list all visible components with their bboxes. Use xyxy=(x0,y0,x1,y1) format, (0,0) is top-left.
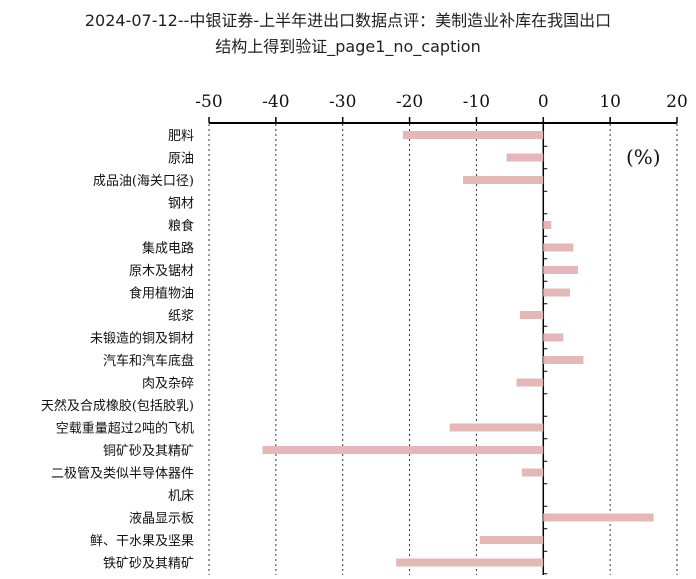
category-label: 空载重量超过2吨的飞机 xyxy=(56,421,194,437)
category-label: 粮食 xyxy=(168,218,194,234)
bars xyxy=(262,131,654,567)
x-tick-label: -10 xyxy=(463,92,490,112)
category-label: 纸浆 xyxy=(168,309,194,324)
category-label: 未锻造的铜及铜材 xyxy=(90,331,194,347)
bar xyxy=(402,131,544,139)
bar xyxy=(543,266,579,274)
bar xyxy=(516,378,544,387)
bar xyxy=(521,468,544,477)
bar xyxy=(519,311,544,319)
category-label: 铜矿砂及其精矿 xyxy=(103,444,194,459)
bar xyxy=(543,356,584,364)
bar xyxy=(543,513,654,522)
category-label: 机床 xyxy=(168,489,194,504)
bar xyxy=(262,446,544,454)
bar xyxy=(463,176,544,184)
chart-title: 2024-07-12--中银证券-上半年进出口数据点评：美制造业补库在我国出口 … xyxy=(0,8,696,60)
category-label: 汽车和汽车底盘 xyxy=(103,353,194,369)
category-label: 肥料 xyxy=(168,129,194,144)
bar xyxy=(506,153,544,162)
bar xyxy=(543,243,574,252)
category-label: 集成电路 xyxy=(142,241,194,257)
category-label: 肉及杂碎 xyxy=(142,377,194,392)
x-tick-label: 20 xyxy=(666,92,688,112)
bar xyxy=(543,221,552,229)
chart-title-line1: 2024-07-12--中银证券-上半年进出口数据点评：美制造业补库在我国出口 xyxy=(84,11,612,30)
category-label: 天然及合成橡胶(包括胶乳) xyxy=(41,398,194,414)
bar xyxy=(396,558,544,567)
bar xyxy=(479,536,544,544)
category-label: 成品油(海关口径) xyxy=(93,174,194,189)
bar xyxy=(543,333,564,342)
unit-label: (%) xyxy=(626,145,661,169)
grid-lines xyxy=(208,124,678,575)
category-label: 液晶显示板 xyxy=(129,512,194,527)
category-label: 原油 xyxy=(168,152,194,167)
bar xyxy=(449,423,544,432)
x-tick-label: -50 xyxy=(195,92,222,112)
bar xyxy=(543,288,571,297)
category-label: 食用植物油 xyxy=(129,286,194,302)
category-label: 铁矿砂及其精矿 xyxy=(103,557,194,572)
category-label: 原木及锯材 xyxy=(129,264,194,279)
x-tick-label: 10 xyxy=(599,92,621,112)
axes: -50 -40 -30 -20 -10 0 10 20 xyxy=(195,92,688,575)
x-tick-label: 0 xyxy=(538,92,549,112)
x-tick-label: -20 xyxy=(396,92,423,112)
chart-title-line2: 结构上得到验证_page1_no_caption xyxy=(215,37,481,56)
category-label: 二极管及类似半导体器件 xyxy=(51,467,194,482)
x-tick-label: -40 xyxy=(262,92,289,112)
x-tick-label: -30 xyxy=(329,92,356,112)
category-label: 鲜、干水果及坚果 xyxy=(90,534,194,549)
category-label: 钢材 xyxy=(168,197,194,212)
